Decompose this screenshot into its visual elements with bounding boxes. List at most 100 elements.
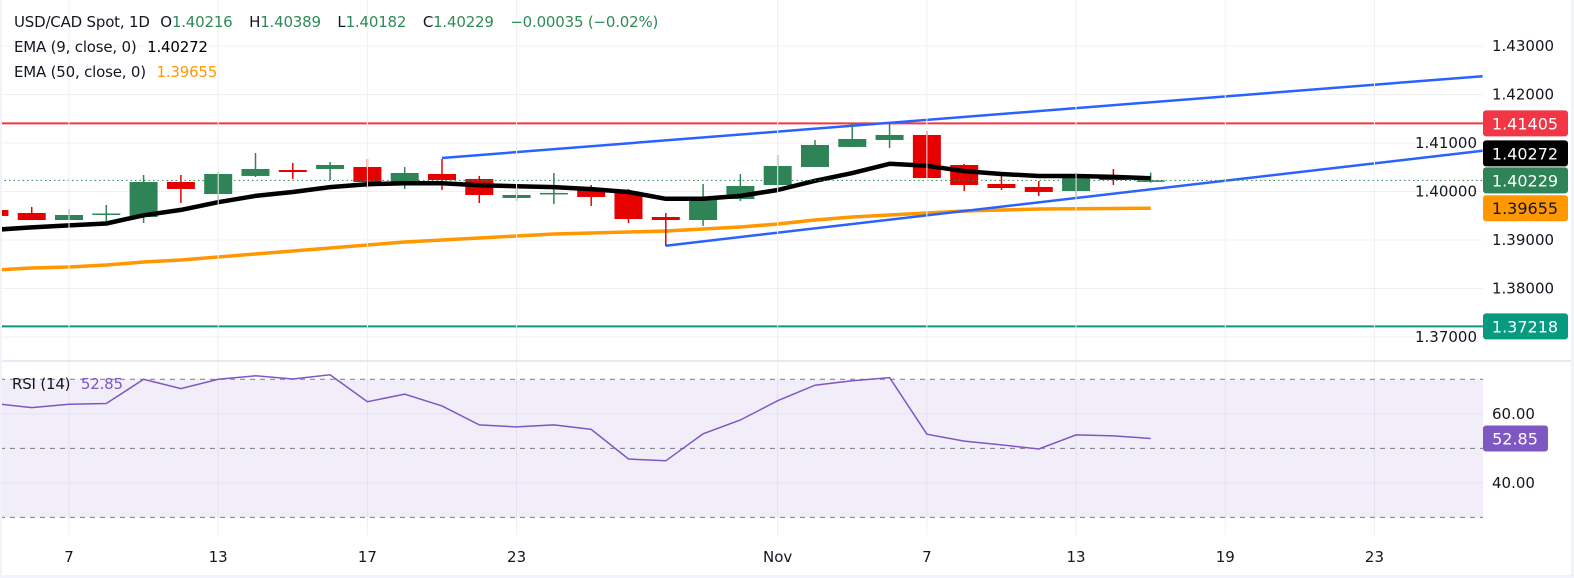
rsi-line: [0, 374, 1151, 462]
candle-body: [577, 188, 606, 197]
low-value: 1.40182: [345, 13, 407, 31]
candle-body: [166, 181, 195, 189]
candle-body: [241, 168, 270, 176]
price-label-bg: [1483, 313, 1568, 340]
change-value: −0.00035 (−0.02%): [510, 13, 659, 31]
candle-body: [1024, 186, 1053, 192]
x-tick-label: 13: [209, 548, 228, 566]
x-tick-label: 17: [358, 548, 377, 566]
price-label-text: 1.41405: [1492, 114, 1558, 133]
candle: [1024, 181, 1053, 196]
candle-body: [614, 192, 643, 219]
x-tick-label: Nov: [763, 548, 792, 566]
high-label: H: [249, 13, 261, 31]
candle-body: [92, 213, 121, 216]
trendline: [665, 149, 1483, 247]
price-label-text: 1.39655: [1492, 199, 1558, 218]
candle-body: [129, 181, 158, 217]
low-label: L: [337, 13, 346, 31]
x-tick-label: 7: [64, 548, 74, 566]
ema9-line: [0, 161, 1151, 232]
ema50-label: EMA (50, close, 0): [14, 63, 146, 81]
price-label: 1.39655: [1483, 195, 1568, 222]
candle-body: [800, 144, 829, 167]
candle: [838, 123, 867, 147]
left-border: [0, 0, 2, 578]
candle: [316, 161, 345, 180]
symbol-title[interactable]: USD/CAD Spot, 1D: [14, 13, 150, 31]
x-tick-label: 7: [922, 548, 932, 566]
rsi-y-tick-label: 60.00: [1492, 405, 1535, 423]
price-label-bg: [1483, 110, 1568, 137]
candle-body: [987, 183, 1016, 188]
x-tick-label: 23: [1365, 548, 1384, 566]
y-tick-label: 1.42000: [1492, 85, 1554, 103]
y-tick-label: 1.43000: [1492, 37, 1554, 55]
price-label: 1.37218: [1483, 313, 1568, 340]
rsi-label-text: 52.85: [1492, 430, 1538, 449]
candle-body: [0, 209, 9, 216]
price-label-text: 1.37218: [1492, 317, 1558, 336]
rsi-legend[interactable]: RSI (14) 52.85: [12, 374, 129, 394]
candle: [166, 174, 195, 203]
trendline: [441, 74, 1483, 160]
price-label-bg: [1483, 140, 1568, 167]
ema9-value: 1.40272: [147, 38, 208, 56]
candle-body: [278, 169, 307, 172]
open-label: O: [160, 13, 172, 31]
rsi-label-bg: [1483, 425, 1548, 452]
price-label-bg: [1483, 167, 1568, 194]
symbol-legend: USD/CAD Spot, 1D O1.40216 H1.40389 L1.40…: [14, 12, 664, 32]
candle-body: [390, 173, 419, 185]
candle-body: [316, 165, 345, 169]
rsi-value-label: 52.85: [1483, 425, 1548, 452]
ema50-value: 1.39655: [156, 63, 218, 81]
y-tick-label: 1.40000: [1415, 182, 1477, 200]
candle-body: [1136, 180, 1165, 182]
candle-body: [838, 139, 867, 147]
candle: [0, 209, 9, 216]
y-tick-label: 1.41000: [1415, 134, 1477, 152]
candle-body: [427, 173, 456, 180]
candle-body: [651, 216, 680, 221]
rsi-y-tick-label: 40.00: [1492, 474, 1535, 492]
bottom-border: [0, 575, 1574, 578]
rsi-label: RSI (14): [12, 375, 71, 393]
x-tick-label: 13: [1067, 548, 1086, 566]
price-label-text: 1.40272: [1492, 144, 1558, 163]
price-label: 1.40272: [1483, 140, 1568, 167]
x-tick-label: 23: [507, 548, 526, 566]
y-tick-label: 1.37000: [1415, 328, 1477, 346]
candle-body: [17, 212, 46, 221]
candle: [875, 123, 904, 148]
price-pane: [0, 45, 1483, 338]
candle: [689, 183, 718, 226]
close-value: 1.40229: [433, 13, 494, 31]
price-label-text: 1.40229: [1492, 171, 1558, 190]
candle: [241, 152, 270, 177]
x-tick-label: 19: [1216, 548, 1235, 566]
candle-body: [689, 199, 718, 221]
ema50-line: [0, 206, 1151, 272]
candle: [651, 212, 680, 247]
close-label: C: [422, 13, 434, 31]
candle-body: [539, 192, 568, 195]
right-border: [1571, 0, 1574, 578]
candle: [278, 162, 307, 179]
candle: [17, 207, 46, 221]
candle-body: [875, 134, 904, 140]
open-value: 1.40216: [171, 13, 233, 31]
ema9-label: EMA (9, close, 0): [14, 38, 137, 56]
candle: [800, 139, 829, 167]
rsi-value: 52.85: [80, 375, 123, 393]
price-label: 1.41405: [1483, 110, 1568, 137]
y-tick-label: 1.38000: [1492, 279, 1554, 297]
price-label: 1.40229: [1483, 167, 1568, 194]
candle: [614, 188, 643, 224]
ema50-legend[interactable]: EMA (50, close, 0) 1.39655: [14, 62, 223, 82]
high-value: 1.40389: [260, 13, 321, 31]
ema9-legend[interactable]: EMA (9, close, 0) 1.40272: [14, 37, 214, 57]
y-tick-label: 1.39000: [1492, 231, 1554, 249]
candle: [92, 204, 121, 224]
